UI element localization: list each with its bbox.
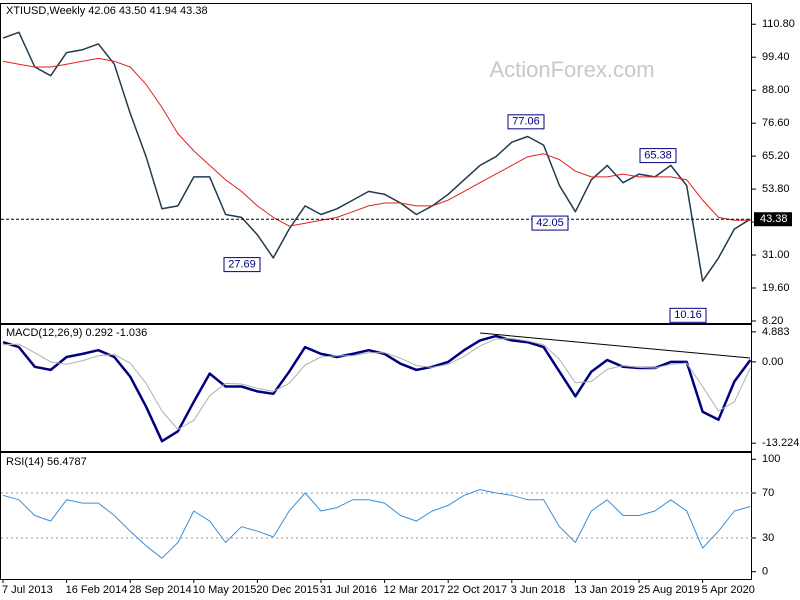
y-tick-label: -13.224	[762, 437, 799, 449]
y-tick-label: 30	[762, 532, 774, 544]
y-tick-label: 110.80	[762, 18, 795, 30]
series-line	[2, 334, 752, 443]
y-tick-label: 31.00	[762, 249, 790, 261]
y-tick-label: 70	[762, 487, 774, 499]
annotation-label: 65.38	[644, 150, 672, 162]
annotation-label: 77.06	[512, 116, 540, 128]
x-tick-label: 10 May 2015	[193, 584, 257, 596]
y-tick-label: 88.00	[762, 84, 790, 96]
last-price-label: 43.38	[760, 213, 788, 225]
x-tick-label: 31 Jul 2016	[320, 584, 377, 596]
x-tick-label: 3 Jun 2018	[511, 584, 565, 596]
annotation-box	[531, 215, 569, 231]
macd-panel	[0, 324, 752, 452]
y-tick-label: 0.00	[762, 356, 783, 368]
rsi-title: RSI(14) 56.4787	[6, 456, 87, 468]
macd-title: MACD(12,26,9) 0.292 -1.036	[6, 327, 147, 339]
y-tick-label: 53.80	[762, 183, 790, 195]
y-tick-label: 99.40	[762, 51, 790, 63]
y-tick-label: 100	[762, 453, 780, 465]
x-tick-label: 20 Dec 2015	[256, 584, 318, 596]
annotation-label: 10.16	[674, 309, 702, 321]
x-tick-label: 7 Jul 2013	[2, 584, 53, 596]
series-line	[2, 489, 751, 559]
annotation-box	[669, 307, 707, 323]
y-tick-label: 0	[762, 566, 768, 578]
y-tick-label: 76.60	[762, 117, 790, 129]
y-tick-label: 8.20	[762, 315, 783, 327]
series-line	[2, 31, 751, 282]
y-tick-label: 65.20	[762, 150, 790, 162]
price-panel	[0, 3, 752, 324]
x-tick-label: 12 Mar 2017	[384, 584, 446, 596]
x-tick-label: 25 Aug 2019	[638, 584, 700, 596]
x-tick-label: 16 Feb 2014	[66, 584, 128, 596]
annotation-box	[223, 257, 261, 273]
trendline	[479, 332, 751, 359]
x-tick-label: 22 Oct 2017	[447, 584, 507, 596]
y-tick-label: 4.883	[762, 326, 790, 338]
annotation-box	[507, 114, 545, 130]
x-tick-label: 28 Sep 2014	[129, 584, 191, 596]
annotation-box	[639, 148, 677, 164]
series-line	[2, 57, 751, 227]
last-price-box	[754, 212, 792, 227]
series-line	[2, 338, 751, 430]
annotation-label: 27.69	[228, 259, 256, 271]
x-tick-label: 13 Jan 2019	[574, 584, 635, 596]
annotation-label: 42.05	[536, 217, 564, 229]
price-title: XTIUSD,Weekly 42.06 43.50 41.94 43.38	[6, 5, 208, 17]
x-tick-label: 5 Apr 2020	[702, 584, 755, 596]
rsi-panel	[0, 452, 752, 580]
y-tick-label: 19.60	[762, 282, 790, 294]
watermark: ActionForex.com	[489, 57, 654, 82]
